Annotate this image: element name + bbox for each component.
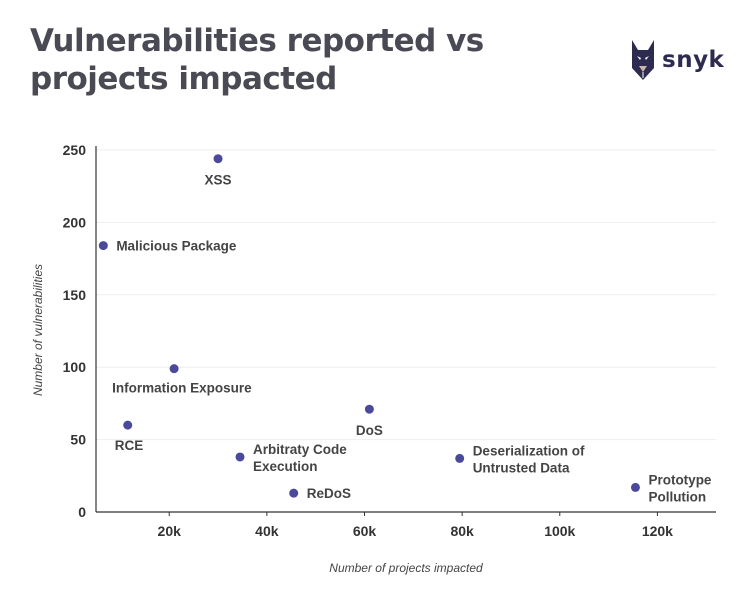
data-label: ReDoS [307, 486, 351, 501]
x-tick-label: 60k [353, 523, 377, 539]
data-point [630, 482, 640, 492]
data-label: Information Exposure [112, 381, 252, 396]
data-labels: XSS Malicious Package Information Exposure… [112, 173, 712, 505]
data-point [123, 420, 133, 430]
y-tick-label: 250 [63, 142, 87, 158]
y-tick-label: 0 [78, 504, 86, 520]
data-point [289, 488, 299, 498]
x-tick-label: 40k [255, 523, 279, 539]
x-tick-labels: 20k 40k 60k 80k 100k 120k [158, 523, 674, 539]
data-label: Malicious Package [116, 239, 237, 254]
snyk-logo: snyk [630, 38, 724, 82]
data-label: Arbitraty Code Execution [253, 442, 347, 474]
y-tick-label: 150 [63, 287, 87, 303]
gridlines [96, 149, 716, 441]
y-axis-title: Number of vulnerabilities [31, 264, 45, 396]
data-label: Prototype Pollution [648, 472, 711, 504]
y-tick-label: 100 [63, 359, 87, 375]
data-label: RCE [115, 438, 144, 453]
chart-title: Vulnerabilities reported vs projects imp… [30, 23, 484, 97]
y-tick-label: 50 [70, 432, 86, 448]
data-point [235, 452, 245, 462]
data-points [98, 154, 640, 498]
data-point [98, 241, 108, 251]
data-point [364, 404, 374, 414]
data-point [213, 154, 223, 164]
x-axis-title: Number of projects impacted [329, 561, 483, 575]
y-tick-labels: 0 50 100 150 200 250 [63, 142, 87, 520]
data-point [169, 364, 179, 374]
data-point [455, 453, 465, 463]
x-tick-label: 100k [544, 523, 575, 539]
data-label: DoS [356, 423, 383, 438]
x-tick-label: 80k [450, 523, 474, 539]
axes [95, 146, 716, 516]
data-label: XSS [205, 173, 232, 188]
x-tick-label: 120k [642, 523, 673, 539]
y-tick-label: 200 [63, 214, 87, 230]
snyk-wordmark: snyk [662, 47, 725, 73]
x-tick-label: 20k [158, 523, 182, 539]
snyk-dog-icon [632, 40, 654, 80]
data-label: Deserialization of Untrusted Data [473, 443, 585, 475]
